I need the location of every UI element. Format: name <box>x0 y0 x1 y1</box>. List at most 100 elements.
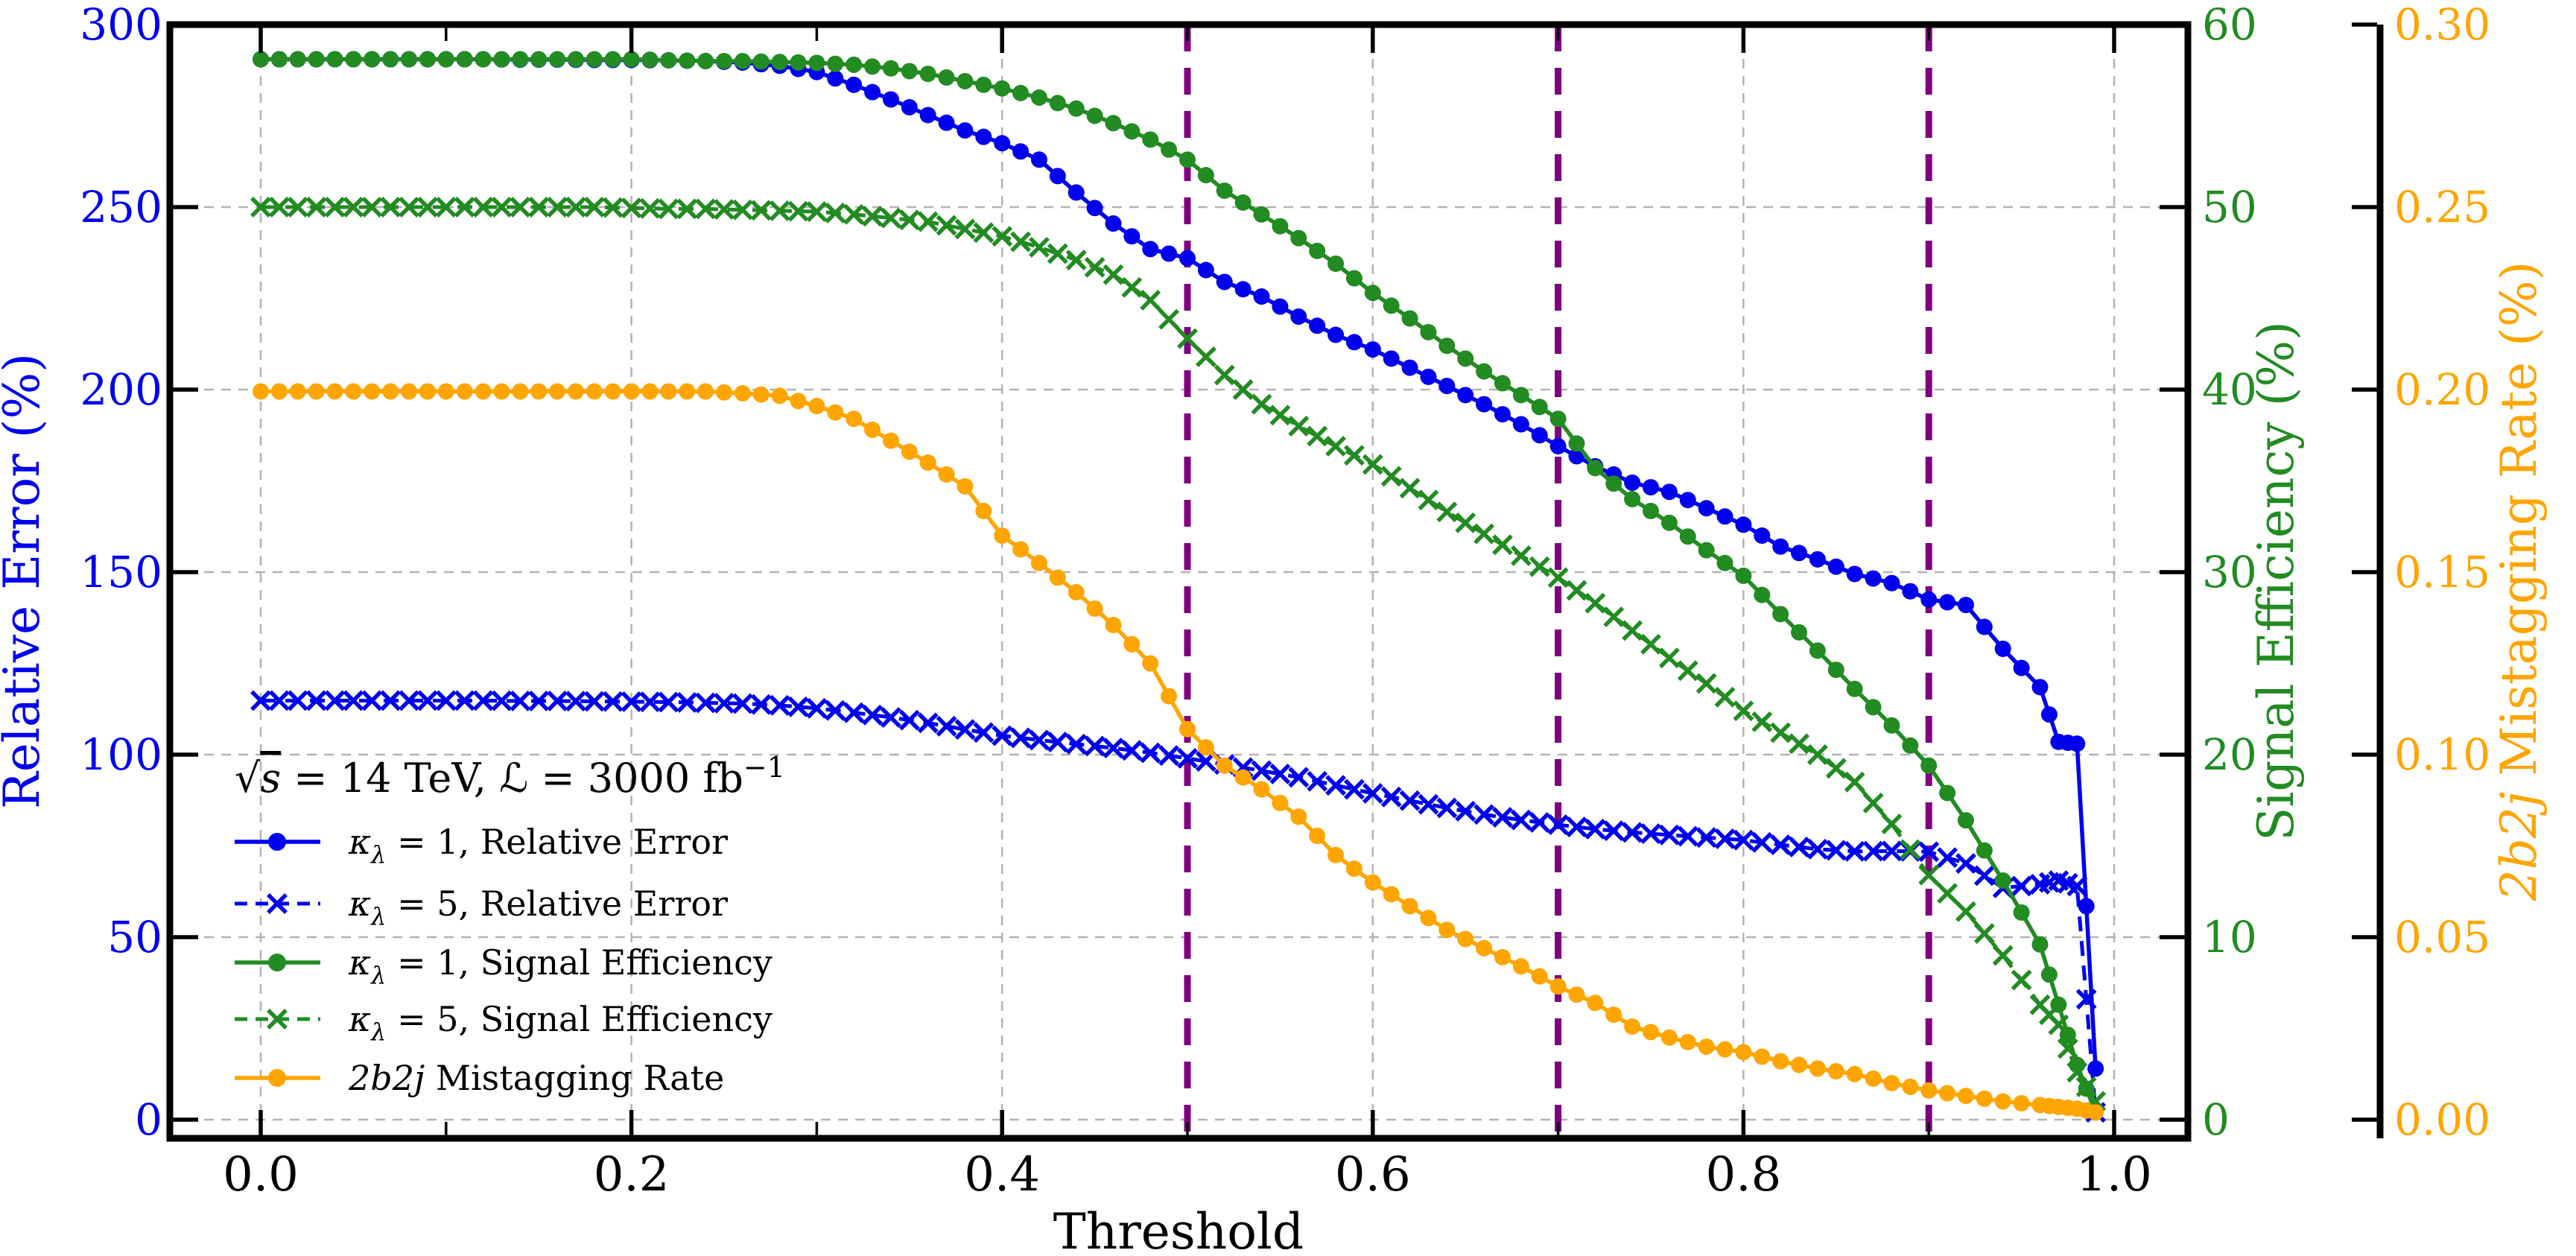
marker-x <box>1862 840 1884 862</box>
marker-x <box>1770 722 1792 743</box>
marker-circle <box>1197 167 1214 184</box>
marker-circle <box>1643 479 1659 496</box>
marker-circle <box>1086 107 1103 124</box>
legend-label-text: = 1, Signal Efficiency <box>386 942 772 983</box>
marker-circle <box>604 51 621 68</box>
marker-x <box>714 199 735 221</box>
marker-x <box>583 691 605 712</box>
marker-circle <box>1772 538 1789 555</box>
marker-x <box>1103 264 1124 285</box>
marker-circle <box>1420 323 1437 340</box>
marker-circle <box>2013 904 2030 921</box>
marker-circle <box>1420 910 1437 927</box>
annotation-s: s <box>260 755 281 802</box>
legend-kappa: κ <box>348 822 371 862</box>
marker-circle <box>1086 600 1103 617</box>
marker-circle <box>1494 406 1511 423</box>
marker-circle <box>1309 242 1326 259</box>
marker-x <box>528 691 550 711</box>
marker-circle <box>1345 270 1362 287</box>
mistag-tick-label: 0.15 <box>2394 547 2490 597</box>
marker-x <box>1158 745 1180 767</box>
marker-x <box>1658 824 1680 846</box>
marker-circle <box>1345 860 1362 878</box>
marker-x <box>1399 790 1421 811</box>
marker-circle <box>493 383 510 400</box>
marker-circle <box>1939 594 1956 611</box>
marker-x <box>1010 727 1032 749</box>
marker-x <box>1084 735 1105 757</box>
marker-x <box>714 692 735 714</box>
mistag-label-rest: Mistagging Rate (%) <box>2490 261 2548 792</box>
x-tick-label: 0.4 <box>964 1147 1040 1202</box>
marker-x <box>992 226 1013 247</box>
marker-circle <box>475 51 492 68</box>
marker-x <box>416 197 438 218</box>
left-tick-label: 0 <box>135 1094 162 1145</box>
marker-circle <box>1957 1088 1974 1105</box>
marker-circle <box>475 383 492 400</box>
marker-circle <box>2040 706 2058 723</box>
plot-box-spine <box>166 21 2192 1142</box>
marker-circle <box>957 478 974 495</box>
marker-x <box>602 691 624 712</box>
marker-circle <box>1716 508 1733 525</box>
legend-label: κλ = 1, Relative Error <box>348 822 728 869</box>
marker-circle <box>660 51 677 69</box>
marker-x <box>1714 828 1736 849</box>
marker-x <box>2057 1038 2078 1059</box>
marker-x <box>324 197 346 218</box>
marker-circle <box>1476 363 1493 380</box>
marker-x <box>787 200 809 222</box>
marker-circle <box>308 383 325 400</box>
marker-circle <box>808 398 825 415</box>
marker-circle <box>1643 1024 1659 1041</box>
marker-circle <box>1327 255 1345 272</box>
marker-circle <box>382 51 399 68</box>
marker-circle <box>1865 570 1882 587</box>
marker-x <box>1288 416 1310 437</box>
luminosity-symbol: ℒ <box>499 755 528 802</box>
marker-x <box>1677 660 1698 682</box>
legend-label: κλ = 1, Signal Efficiency <box>348 942 773 989</box>
marker-x <box>1177 328 1198 349</box>
marker-circle <box>2087 1060 2104 1077</box>
marker-circle <box>1067 583 1085 600</box>
marker-x <box>1140 290 1161 311</box>
marker-x <box>1658 647 1680 669</box>
marker-x <box>250 690 271 711</box>
marker-x <box>992 725 1013 746</box>
marker-x <box>1789 733 1809 755</box>
marker-x <box>324 690 346 711</box>
mistag-label-italic-part: 2b2j <box>2490 792 2548 902</box>
marker-circle <box>586 383 603 400</box>
marker-x <box>1492 534 1513 556</box>
marker-x <box>769 200 790 221</box>
marker-x <box>1547 814 1569 836</box>
marker-circle <box>864 421 881 438</box>
legend-item-kappa5-relative-error: κλ = 5, Relative Error <box>235 884 728 930</box>
marker-x <box>268 690 290 711</box>
marker-x <box>1510 545 1532 566</box>
mistag-tick-label: 0.00 <box>2394 1094 2490 1145</box>
marker-x <box>787 696 809 717</box>
marker-circle <box>1049 95 1066 112</box>
marker-circle <box>1976 1090 1993 1107</box>
marker-circle <box>1957 812 1974 829</box>
marker-circle <box>660 383 677 400</box>
marker-x <box>898 209 920 231</box>
marker-x <box>806 697 828 719</box>
marker-circle <box>2087 1104 2104 1121</box>
legend-label-text: = 1, Relative Error <box>386 822 728 862</box>
signal-tick-label: 10 <box>2202 912 2257 962</box>
marker-circle <box>1345 334 1362 351</box>
legend-item-2b2j-mistagging-rate: 2b2j Mistagging Rate <box>235 1058 724 1098</box>
marker-circle <box>1420 368 1437 385</box>
marker-circle <box>1067 184 1085 201</box>
marker-x <box>898 709 920 731</box>
marker-x <box>1806 838 1828 860</box>
marker-circle <box>957 72 974 89</box>
marker-circle <box>1383 886 1400 903</box>
marker-circle <box>734 384 751 402</box>
marker-x <box>268 197 290 218</box>
